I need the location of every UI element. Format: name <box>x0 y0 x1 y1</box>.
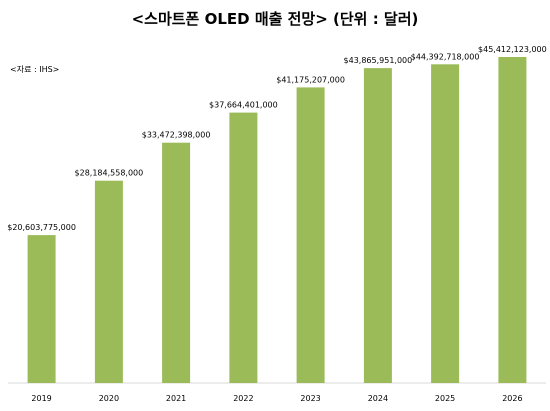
bar-2021 <box>162 142 191 383</box>
x-tick-label-2024: 2024 <box>368 394 388 403</box>
bar-2026 <box>498 57 527 383</box>
source-note: <자료 : IHS> <box>10 65 60 74</box>
data-label-2023: $41,175,207,000 <box>276 75 345 84</box>
bar-2023 <box>296 87 325 384</box>
x-tick-label-2026: 2026 <box>502 394 522 403</box>
data-label-2022: $37,664,401,000 <box>209 101 278 110</box>
bar-2022 <box>229 112 258 383</box>
bar-2024 <box>363 68 392 383</box>
x-tick-label-2021: 2021 <box>166 394 186 403</box>
x-tick-label-2025: 2025 <box>435 394 455 403</box>
data-label-2026: $45,412,123,000 <box>478 45 547 54</box>
bar-2025 <box>431 64 460 384</box>
x-tick-label-2023: 2023 <box>300 394 320 403</box>
data-label-2025: $44,392,718,000 <box>411 52 480 61</box>
chart-title: <스마트폰 OLED 매출 전망> (단위 : 달러) <box>131 10 419 28</box>
bar-2019 <box>27 235 56 383</box>
data-label-2024: $43,865,951,000 <box>344 56 413 65</box>
x-tick-label-2022: 2022 <box>233 394 253 403</box>
x-tick-label-2019: 2019 <box>31 394 51 403</box>
data-label-2021: $33,472,398,000 <box>142 131 211 140</box>
data-label-2019: $20,603,775,000 <box>7 223 76 232</box>
x-tick-label-2020: 2020 <box>99 394 119 403</box>
data-label-2020: $28,184,558,000 <box>75 169 144 178</box>
bar-2020 <box>94 180 123 383</box>
